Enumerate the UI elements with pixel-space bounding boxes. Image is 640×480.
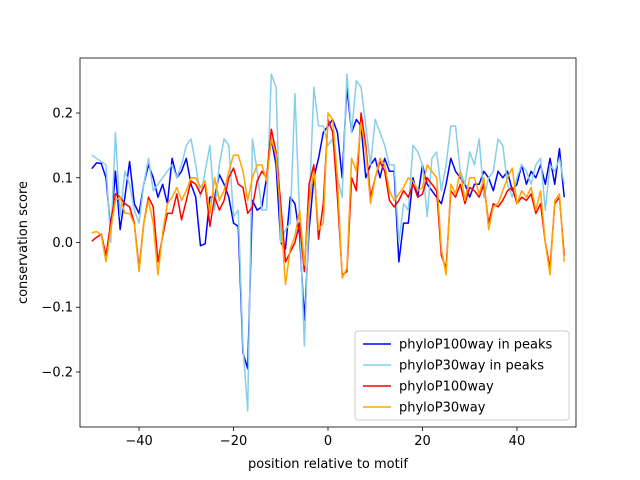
x-tick-label: −20 [220, 434, 247, 449]
legend-label-3: phyloP30way [399, 401, 486, 416]
legend: phyloP100way in peaks phyloP30way in peak… [354, 330, 570, 421]
y-tick-label: 0.1 [52, 171, 73, 186]
y-tick-label: 0.2 [52, 107, 73, 122]
y-axis-label: conservation score [16, 181, 31, 304]
series-line-3 [91, 112, 565, 286]
series-layer [91, 73, 565, 412]
x-tick-label: 0 [324, 434, 332, 449]
x-tick-label: 20 [414, 434, 431, 449]
legend-label-0: phyloP100way in peaks [399, 338, 553, 353]
x-axis-label: position relative to motif [248, 457, 408, 472]
x-tick-label: −40 [125, 434, 152, 449]
y-axis: −0.2 −0.1 0.0 0.1 0.2 [41, 107, 80, 380]
legend-box [354, 330, 570, 421]
x-tick-label: 40 [509, 434, 526, 449]
legend-label-1: phyloP30way in peaks [399, 359, 544, 374]
y-tick-label: −0.1 [41, 301, 73, 316]
y-tick-label: −0.2 [41, 365, 73, 380]
legend-label-2: phyloP100way [399, 380, 494, 395]
y-tick-label: 0.0 [52, 236, 73, 251]
x-axis: −40 −20 0 20 40 [125, 427, 525, 449]
